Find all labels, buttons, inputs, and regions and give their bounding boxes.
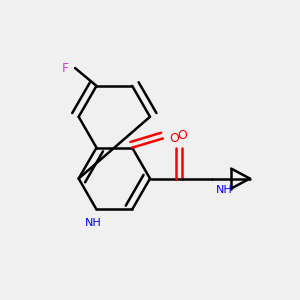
- Text: NH: NH: [85, 218, 102, 228]
- Text: O: O: [177, 129, 187, 142]
- Text: F: F: [62, 61, 69, 75]
- Text: O: O: [169, 132, 179, 145]
- Text: NH: NH: [215, 184, 232, 194]
